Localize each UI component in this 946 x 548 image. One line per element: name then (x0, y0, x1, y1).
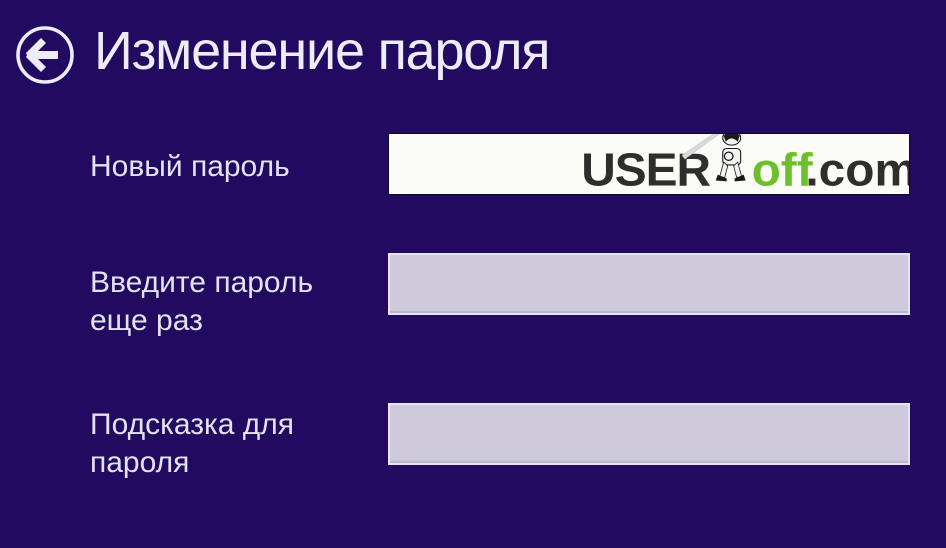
svg-text:off: off (752, 143, 813, 194)
svg-text:.com: .com (805, 143, 909, 194)
